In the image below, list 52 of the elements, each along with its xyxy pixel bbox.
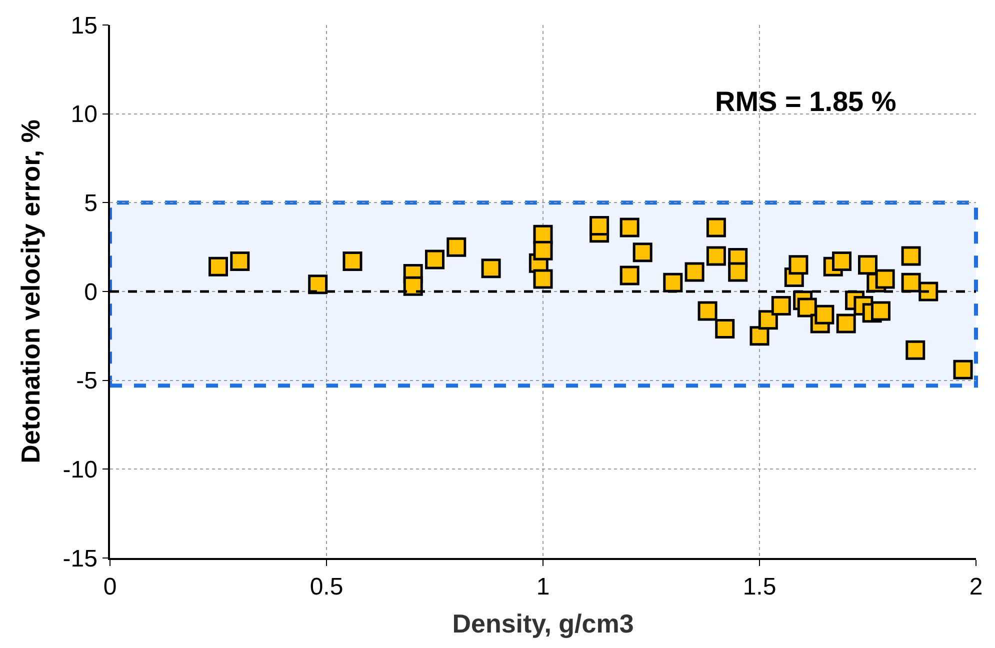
y-tick-label: -5 <box>76 368 98 395</box>
point <box>663 272 683 292</box>
point <box>342 252 362 272</box>
point <box>788 255 808 275</box>
point <box>533 240 553 260</box>
point <box>533 269 553 289</box>
point <box>715 319 735 339</box>
x-tick-label: 2 <box>969 574 983 601</box>
point <box>706 218 726 238</box>
point <box>758 310 778 330</box>
point <box>706 246 726 266</box>
point <box>403 276 423 296</box>
point <box>858 255 878 275</box>
y-tick-label: 5 <box>84 190 98 218</box>
point <box>632 242 652 262</box>
point <box>698 301 718 321</box>
x-tick-label: 0.5 <box>310 574 344 601</box>
point <box>832 252 852 272</box>
point <box>906 340 926 360</box>
point <box>771 296 791 316</box>
point <box>953 360 973 380</box>
point <box>836 314 856 334</box>
x-axis-title: Density, g/cm3 <box>452 608 634 639</box>
point <box>481 258 501 278</box>
point <box>230 252 250 272</box>
y-tick-label: -10 <box>62 456 98 484</box>
point <box>446 237 466 257</box>
y-tick-label: 10 <box>70 101 98 128</box>
point <box>814 304 834 324</box>
point <box>797 298 817 318</box>
point <box>620 218 640 238</box>
y-tick-label: 0 <box>84 278 98 306</box>
point <box>918 282 938 302</box>
annotation: RMS = 1.85 % <box>715 86 896 117</box>
point <box>750 326 770 346</box>
point <box>875 269 895 289</box>
point <box>728 262 748 282</box>
point <box>590 216 610 236</box>
y-axis-title: Detonation velocity error, % <box>16 120 46 464</box>
y-tick-label: 15 <box>70 12 98 40</box>
point <box>620 266 640 286</box>
point <box>901 246 921 266</box>
point <box>308 274 328 294</box>
point <box>684 262 704 282</box>
x-tick-label: 1 <box>536 574 550 601</box>
y-tick-label: -15 <box>62 545 98 572</box>
point <box>901 272 921 292</box>
point <box>870 301 890 321</box>
point <box>208 256 228 276</box>
x-tick-label: 0 <box>103 574 117 601</box>
point <box>425 250 444 270</box>
x-tick-label: 1.5 <box>742 574 776 601</box>
